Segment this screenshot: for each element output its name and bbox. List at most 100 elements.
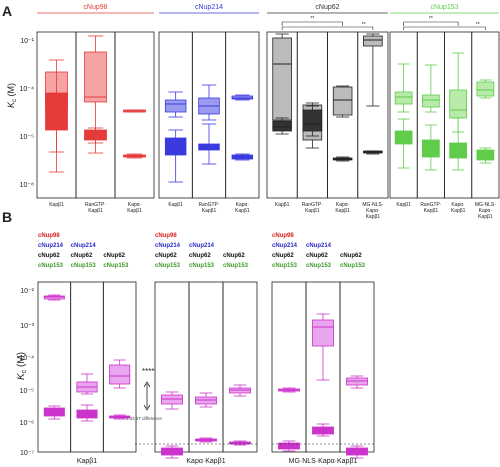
- panel-b-header-item: cNup62: [155, 253, 177, 259]
- panel-b-ytick-label: 10⁻⁷: [20, 450, 34, 457]
- panel-b-header-item: cNup62: [71, 253, 93, 259]
- box-body: [272, 37, 292, 121]
- box-body: [45, 92, 68, 131]
- significance-bracket: [403, 26, 486, 30]
- significance-bracket: [281, 26, 374, 30]
- panel-b-yticks: 10⁻² 10⁻³ 10⁻⁴ 10⁻⁵ 10⁻⁶ 10⁻⁷: [20, 288, 35, 457]
- panel-b-letter: B: [2, 209, 12, 225]
- panel-a-x-label: Kapα·: [366, 208, 380, 214]
- panel-b-x-label: MG·NLS·Kapα·Kapβ1: [289, 458, 358, 465]
- panel-a-ytick-label: 10⁻⁵: [20, 134, 34, 141]
- panel-b-x-label: Kapα·Kapβ1: [186, 458, 225, 465]
- box-body: [449, 89, 467, 119]
- panel-b-group-header: cNup98 cNup214 cNup214 cNup62 cNup62 cNup62 cN…: [155, 233, 249, 269]
- panel-a-significance: ** **: [403, 16, 486, 30]
- panel-b-header-item: cNup62: [38, 253, 60, 259]
- panel-a-x-label: RanGTP·: [198, 202, 219, 208]
- panel-b-header-item: cNup62: [189, 253, 211, 259]
- panel-b-group: MG·NLS·Kapα·Kapβ1: [271, 281, 375, 465]
- box-body: [84, 51, 107, 103]
- panel-a-ylabel-sub: c: [12, 99, 18, 102]
- significance-bracket: [403, 21, 459, 26]
- box-body: [449, 142, 467, 159]
- significance-bracket: [281, 21, 343, 26]
- panel-a-plot-frame: [416, 31, 445, 199]
- panel-a-x-label: Kapβ1: [49, 202, 64, 208]
- panel-a-x-label: Kapβ1: [478, 214, 493, 220]
- panel-a-x-label: Kapβ1: [235, 208, 250, 214]
- panel-a-x-label: Kapβ1: [127, 208, 142, 214]
- panel-a-ytick-label: 10⁻⁴: [20, 86, 35, 93]
- panel-a-x-label: Kapα·: [451, 202, 465, 208]
- panel-a-plot-frame: [225, 31, 260, 199]
- panel-a-x-label: Kapβ1: [168, 202, 183, 208]
- panel-a-plot-frame: [471, 31, 500, 199]
- panel-b-ytick-label: 10⁻⁴: [20, 355, 35, 362]
- panel-b-plot-frame: [339, 281, 375, 453]
- panel-a-ytick-label: 10⁻¹: [20, 38, 34, 45]
- box-body: [422, 94, 440, 108]
- panel-b-header-item: cNup153: [103, 263, 129, 269]
- panel-a-x-label: MG·NLS·: [362, 202, 383, 208]
- box-body: [302, 109, 323, 132]
- annotation-note: 1.34 kT difference: [126, 416, 162, 421]
- panel-a-x-label: RanGTP·: [85, 202, 106, 208]
- panel-b-plot-frame: [102, 281, 137, 453]
- panel-b-groups: Kapβ1 Kapα·Kapβ1 MG·NLS·Kapα·Kapβ1: [37, 281, 375, 465]
- panel-a-ylabel-unit: (M): [6, 83, 16, 99]
- panel-b-ytick-label: 10⁻⁵: [20, 388, 34, 395]
- panel-b-header-top: cNup98: [155, 233, 177, 239]
- panel-b-header-item: cNup153: [340, 263, 366, 269]
- annotation-stars: ****: [142, 367, 154, 376]
- panel-b-header-item: cNup214: [71, 243, 97, 249]
- panel-a-group-title: cNup62: [315, 4, 339, 11]
- panel-a-x-label: Kapβ1: [305, 208, 320, 214]
- panel-a-x-label: Kapα·: [479, 208, 493, 214]
- panel-b-ylabel: Kc (M): [16, 352, 28, 380]
- annotation-arrow-head-top: [143, 381, 151, 388]
- panel-b-ytick-label: 10⁻²: [20, 288, 34, 295]
- panel-b-header-item: cNup153: [71, 263, 97, 269]
- panel-b-group-header: cNup98 cNup214 cNup214 cNup62 cNup62 cNup62 cN…: [272, 233, 366, 269]
- panel-a-ytick-label: 10⁻⁸: [20, 182, 34, 189]
- panel-b-header-item: cNup214: [189, 243, 215, 249]
- panel-a-x-label: Kapβ1: [88, 208, 103, 214]
- panel-b-ytick-label: 10⁻³: [20, 323, 34, 330]
- panel-b-header-item: cNup214: [272, 243, 298, 249]
- panel-b-x-label: Kapβ1: [77, 458, 97, 465]
- significance-mark: **: [310, 16, 314, 22]
- panel-a-ylabel: Kc (M): [6, 83, 18, 108]
- panel-a-plot-frame: [389, 31, 418, 199]
- panel-b-header-item: cNup62: [306, 253, 328, 259]
- panel-b-plot-frame: [188, 281, 224, 453]
- annotation-arrow-head-bottom: [143, 404, 151, 411]
- box-body: [164, 99, 187, 113]
- panel-b-plot-frame: [271, 281, 307, 453]
- panel-a-group-title: cNup153: [430, 4, 458, 11]
- box-body: [363, 35, 383, 47]
- panel-b-ylabel-unit: (M): [16, 352, 27, 370]
- panel-b: B Kc (M) cNup98 cNup214 cNup214 cNup62 cNup6…: [2, 209, 375, 465]
- panel-b-header-item: cNup214: [155, 243, 181, 249]
- panel-a-group-title: cNup214: [195, 4, 223, 11]
- panel-b-headers: cNup98 cNup214 cNup214 cNup62 cNup62 cNup62 cN…: [38, 233, 366, 269]
- box-body: [476, 81, 495, 97]
- panel-b-ylabel-k: K: [16, 372, 27, 380]
- box-body: [109, 364, 131, 385]
- panel-a-x-label: Kapα·: [336, 202, 350, 208]
- panel-b-header-item: cNup153: [189, 263, 215, 269]
- panel-a-x-label: Kapα·: [128, 202, 142, 208]
- panel-b-header-item: cNup153: [38, 263, 64, 269]
- box-body: [422, 139, 440, 158]
- panel-a-x-label: Kapβ1: [424, 208, 439, 214]
- panel-b-group-header: cNup98 cNup214 cNup214 cNup62 cNup62 cNup62 cN…: [38, 233, 129, 269]
- box-body: [312, 319, 334, 347]
- panel-b-header-item: cNup153: [155, 263, 181, 269]
- box-body: [394, 91, 413, 105]
- panel-b-plot-frame: [37, 281, 72, 453]
- significance-mark: **: [429, 16, 433, 22]
